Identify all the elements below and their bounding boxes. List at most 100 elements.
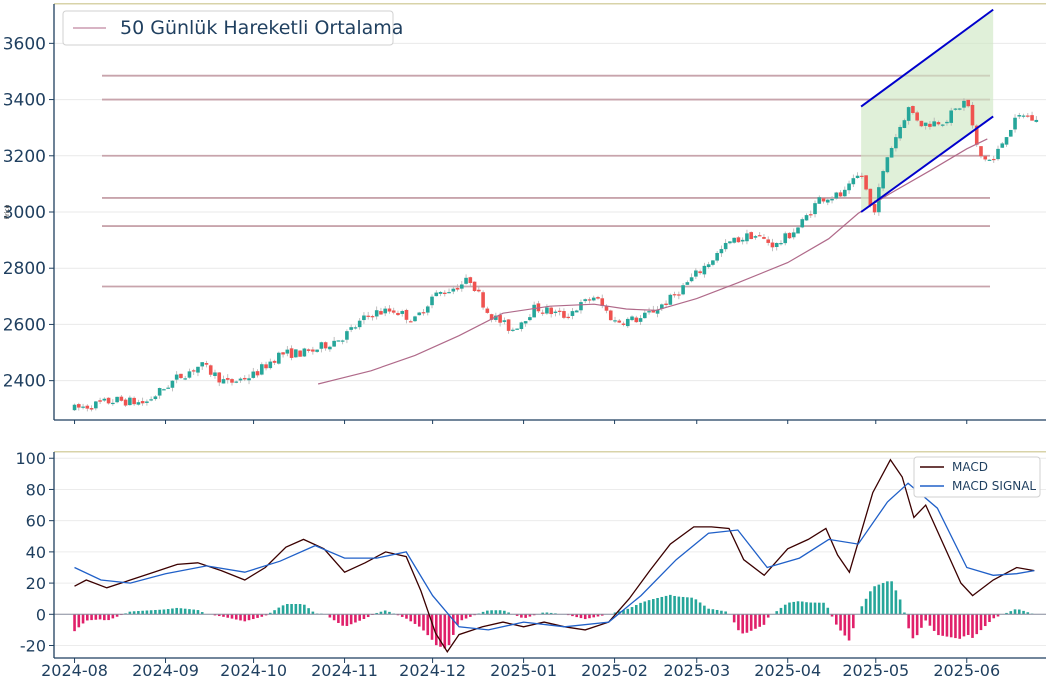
candle-down [749,232,753,240]
histogram-bar-up [507,612,510,615]
candle-up [715,253,719,261]
histogram-bar-down [937,614,940,636]
histogram-bar-down [256,614,259,618]
candle-down [587,299,592,301]
candle-down [179,373,183,379]
histogram-bar-up [1022,610,1025,615]
candle-down [677,294,681,296]
candle-up [681,285,685,295]
price-tick-label: 3200 [3,147,46,167]
histogram-bar-down [464,614,468,619]
candle-up [843,189,847,197]
histogram-bar-up [1009,611,1013,615]
histogram-bar-down [426,614,430,636]
x-tick-label: 2024-10 [220,661,287,680]
histogram-bar-up [298,604,302,615]
histogram-bar-up [375,612,378,615]
histogram-bar-up [873,586,876,615]
histogram-bar-down [979,614,983,631]
macd-tick-label: 100 [15,449,46,468]
candle-down [936,122,941,125]
candle-up [234,381,239,383]
histogram-bar-up [503,610,506,615]
candle-down [455,287,460,290]
histogram-bar-up [813,602,817,615]
candle-up [774,242,779,247]
candle-up [145,401,149,403]
price-tick-label: 3400 [3,91,46,111]
histogram-bar-down [98,614,102,620]
candle-up [630,316,634,321]
candle-up [238,378,243,381]
histogram-bar-up [669,594,672,615]
histogram-bar-up [711,609,715,615]
candle-down [421,312,426,314]
histogram-bar-down [932,614,936,631]
candle-down [604,306,609,311]
candle-up [1004,137,1009,145]
candle-up [162,389,166,391]
candle-up [94,401,98,409]
price-legend: 50 Günlük Hareketli Ortalama [62,10,403,46]
histogram-bar-up [166,609,170,615]
candle-up [902,120,907,129]
candle-down [77,404,81,408]
histogram-bar-down [107,614,110,621]
candle-down [225,378,230,380]
histogram-bar-up [826,607,830,615]
histogram-bar-up [141,610,144,615]
histogram-bar-down [73,614,76,632]
histogram-bar-up [179,608,183,615]
price-y-axis: 2400 2600 2800 3000 3200 3400 3600 [3,4,1046,421]
candle-up [111,402,115,405]
candle-down [472,281,477,292]
x-tick-label: 2024-09 [132,661,199,680]
histogram-bar-up [269,612,272,615]
histogram-bar-up [634,604,638,615]
histogram-bar-up [549,612,553,615]
candle-up [515,328,519,330]
candle-up [451,288,456,292]
price-tick-label: 2800 [3,259,46,279]
histogram-bar-up [639,602,642,615]
histogram-bar-down [111,614,115,619]
legend-label: 50 Günlük Hareketli Ortalama [120,17,403,39]
candle-up [268,361,273,369]
candle-up [940,124,945,126]
candle-down [821,198,826,202]
histogram-bar-up [183,608,187,615]
histogram-bar-down [264,614,268,616]
histogram-bar-down [975,614,979,635]
candle-down [991,158,996,161]
candle-down [140,401,145,404]
candle-up [128,397,132,406]
candle-up [881,171,885,189]
candle-up [732,237,736,243]
histogram-bar-up [886,581,889,615]
candle-up [247,378,251,381]
candle-up [579,302,583,311]
x-tick-label: 2025-05 [842,661,909,680]
histogram-bar-up [379,611,383,615]
candle-up [464,277,468,284]
histogram-bar-down [217,614,221,617]
candle-up [523,321,528,324]
histogram-bar-up [809,602,813,615]
histogram-bar-up [290,604,293,615]
histogram-bar-up [490,610,493,615]
histogram-bar-down [737,614,740,631]
price-tick-label: 3600 [3,34,46,54]
histogram-bar-up [303,604,306,615]
histogram-bar-down [835,614,838,625]
histogram-bar-up [800,601,804,615]
candle-down [808,214,813,216]
candle-up [1017,115,1022,117]
candle-down [477,289,481,292]
candle-down [1030,115,1034,121]
histogram-bar-down [362,614,366,619]
histogram-bar-down [251,614,255,620]
histogram-bar-up [171,608,174,615]
candle-down [966,99,971,107]
candle-down [872,204,877,213]
